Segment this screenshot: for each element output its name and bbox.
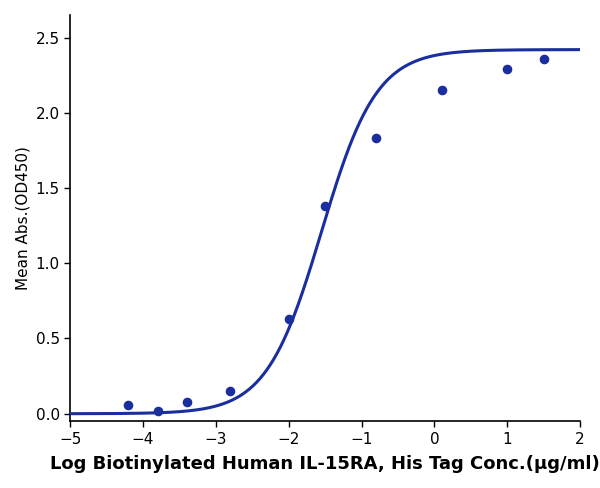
- Point: [153, 407, 163, 415]
- Point: [226, 387, 235, 395]
- Point: [371, 135, 381, 142]
- Y-axis label: Mean Abs.(OD450): Mean Abs.(OD450): [15, 146, 30, 290]
- Point: [320, 202, 330, 210]
- Point: [437, 86, 446, 94]
- X-axis label: Log Biotinylated Human IL-15RA, His Tag Conc.(μg/ml): Log Biotinylated Human IL-15RA, His Tag …: [50, 455, 600, 473]
- Point: [182, 398, 191, 406]
- Point: [284, 315, 293, 323]
- Point: [503, 65, 512, 73]
- Point: [124, 401, 133, 408]
- Point: [539, 55, 548, 62]
